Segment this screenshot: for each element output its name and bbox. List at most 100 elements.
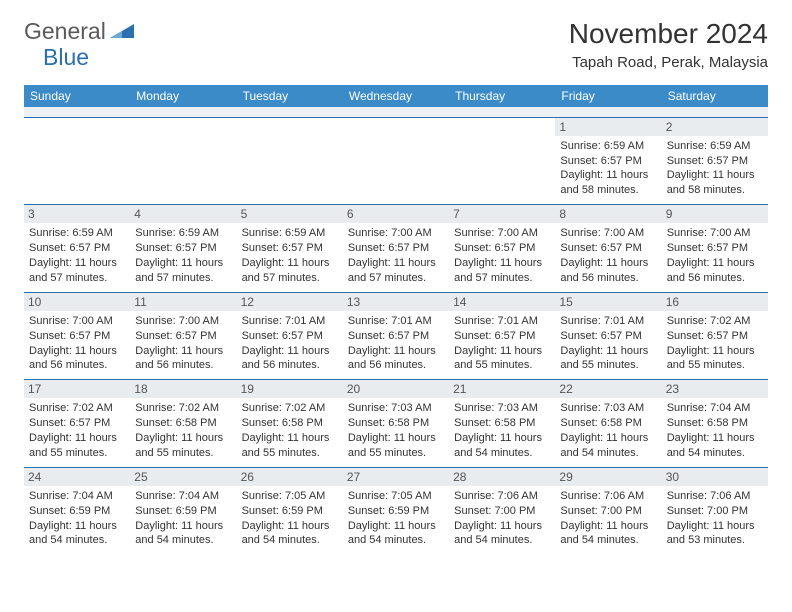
dow-thursday: Thursday (449, 85, 555, 107)
sunset-line: Sunset: 6:58 PM (454, 416, 550, 431)
day-cell: 7 Sunrise: 7:00 AMSunset: 6:57 PMDaylight… (449, 205, 555, 293)
daylight-line: Daylight: 11 hours and 54 minutes. (667, 431, 763, 461)
day-number: 11 (130, 293, 236, 311)
day-number: 4 (130, 205, 236, 223)
daylight-line: Daylight: 11 hours and 54 minutes. (560, 519, 656, 549)
location-text: Tapah Road, Perak, Malaysia (569, 54, 768, 71)
daylight-line: Daylight: 11 hours and 56 minutes. (29, 344, 125, 374)
day-cell: 22Sunrise: 7:03 AMSunset: 6:58 PMDayligh… (555, 380, 661, 468)
daylight-line: Daylight: 11 hours and 55 minutes. (560, 344, 656, 374)
sunset-line: Sunset: 7:00 PM (667, 504, 763, 519)
logo-part1: General (24, 18, 106, 45)
sunset-line: Sunset: 6:58 PM (560, 416, 656, 431)
day-number: 14 (449, 293, 555, 311)
sunset-line: Sunset: 6:57 PM (667, 241, 763, 256)
daylight-line: Daylight: 11 hours and 54 minutes. (135, 519, 231, 549)
sunrise-line: Sunrise: 7:03 AM (348, 401, 444, 416)
sunset-line: Sunset: 6:57 PM (454, 329, 550, 344)
daylight-line: Daylight: 11 hours and 54 minutes. (29, 519, 125, 549)
daylight-line: Daylight: 11 hours and 57 minutes. (454, 256, 550, 286)
day-number: 29 (555, 468, 661, 486)
sunset-line: Sunset: 6:57 PM (667, 154, 763, 169)
day-number: 15 (555, 293, 661, 311)
day-number: 20 (343, 380, 449, 398)
day-cell: 3 Sunrise: 6:59 AMSunset: 6:57 PMDaylight… (24, 205, 130, 293)
sunset-line: Sunset: 6:57 PM (135, 329, 231, 344)
day-of-week-row: Sunday Monday Tuesday Wednesday Thursday… (24, 85, 768, 107)
day-number: 25 (130, 468, 236, 486)
sunrise-line: Sunrise: 7:03 AM (454, 401, 550, 416)
daylight-line: Daylight: 11 hours and 56 minutes. (242, 344, 338, 374)
dow-friday: Friday (555, 85, 661, 107)
sunset-line: Sunset: 6:57 PM (454, 241, 550, 256)
day-number: 2 (662, 118, 768, 136)
title-block: November 2024 Tapah Road, Perak, Malaysi… (569, 18, 768, 71)
sunrise-line: Sunrise: 7:04 AM (29, 489, 125, 504)
logo-part2: Blue (43, 44, 89, 71)
day-cell: 28Sunrise: 7:06 AMSunset: 7:00 PMDayligh… (449, 467, 555, 554)
sunrise-line: Sunrise: 6:59 AM (29, 226, 125, 241)
dow-sunday: Sunday (24, 85, 130, 107)
sunrise-line: Sunrise: 7:03 AM (560, 401, 656, 416)
day-cell: 23 Sunrise: 7:04 AMSunset: 6:58 PMDayligh… (662, 380, 768, 468)
day-cell: 10Sunrise: 7:00 AMSunset: 6:57 PMDayligh… (24, 292, 130, 380)
day-number: 21 (449, 380, 555, 398)
day-cell: 18Sunrise: 7:02 AMSunset: 6:58 PMDayligh… (130, 380, 236, 468)
daylight-line: Daylight: 11 hours and 55 minutes. (348, 431, 444, 461)
day-number: 7 (449, 205, 555, 223)
sunrise-line: Sunrise: 7:01 AM (348, 314, 444, 329)
sunrise-line: Sunrise: 7:02 AM (29, 401, 125, 416)
day-number: 17 (24, 380, 130, 398)
daylight-line: Daylight: 11 hours and 55 minutes. (242, 431, 338, 461)
day-cell: 21Sunrise: 7:03 AMSunset: 6:58 PMDayligh… (449, 380, 555, 468)
day-number: 23 (662, 380, 768, 398)
day-cell: 19Sunrise: 7:02 AMSunset: 6:58 PMDayligh… (237, 380, 343, 468)
sunrise-line: Sunrise: 7:00 AM (454, 226, 550, 241)
daylight-line: Daylight: 11 hours and 57 minutes. (242, 256, 338, 286)
sunset-line: Sunset: 6:59 PM (242, 504, 338, 519)
day-cell: 4Sunrise: 6:59 AMSunset: 6:57 PMDaylight… (130, 205, 236, 293)
week-row: 17Sunrise: 7:02 AMSunset: 6:57 PMDayligh… (24, 380, 768, 468)
dow-saturday: Saturday (662, 85, 768, 107)
sunrise-line: Sunrise: 7:00 AM (348, 226, 444, 241)
day-cell (237, 117, 343, 205)
spacer-row (24, 107, 768, 117)
sunset-line: Sunset: 6:59 PM (135, 504, 231, 519)
sunset-line: Sunset: 7:00 PM (560, 504, 656, 519)
daylight-line: Daylight: 11 hours and 55 minutes. (29, 431, 125, 461)
day-number: 24 (24, 468, 130, 486)
day-cell: 13Sunrise: 7:01 AMSunset: 6:57 PMDayligh… (343, 292, 449, 380)
daylight-line: Daylight: 11 hours and 57 minutes. (29, 256, 125, 286)
week-row: 24Sunrise: 7:04 AMSunset: 6:59 PMDayligh… (24, 467, 768, 554)
day-cell: 6Sunrise: 7:00 AMSunset: 6:57 PMDaylight… (343, 205, 449, 293)
day-number: 16 (662, 293, 768, 311)
sunset-line: Sunset: 6:57 PM (29, 241, 125, 256)
day-cell: 1Sunrise: 6:59 AMSunset: 6:57 PMDaylight… (555, 117, 661, 205)
day-number: 6 (343, 205, 449, 223)
sunrise-line: Sunrise: 7:05 AM (242, 489, 338, 504)
day-number: 28 (449, 468, 555, 486)
sunset-line: Sunset: 6:59 PM (348, 504, 444, 519)
sunset-line: Sunset: 6:58 PM (667, 416, 763, 431)
day-cell: 29Sunrise: 7:06 AMSunset: 7:00 PMDayligh… (555, 467, 661, 554)
day-number: 5 (237, 205, 343, 223)
sunset-line: Sunset: 6:57 PM (560, 154, 656, 169)
week-row: 1Sunrise: 6:59 AMSunset: 6:57 PMDaylight… (24, 117, 768, 205)
day-number: 12 (237, 293, 343, 311)
day-number: 10 (24, 293, 130, 311)
week-row: 10Sunrise: 7:00 AMSunset: 6:57 PMDayligh… (24, 292, 768, 380)
sunset-line: Sunset: 7:00 PM (454, 504, 550, 519)
day-cell: 27Sunrise: 7:05 AMSunset: 6:59 PMDayligh… (343, 467, 449, 554)
day-cell: 12Sunrise: 7:01 AMSunset: 6:57 PMDayligh… (237, 292, 343, 380)
sunrise-line: Sunrise: 6:59 AM (667, 139, 763, 154)
sunrise-line: Sunrise: 7:00 AM (667, 226, 763, 241)
dow-tuesday: Tuesday (237, 85, 343, 107)
day-cell: 16Sunrise: 7:02 AMSunset: 6:57 PMDayligh… (662, 292, 768, 380)
sunrise-line: Sunrise: 7:02 AM (242, 401, 338, 416)
month-title: November 2024 (569, 18, 768, 50)
daylight-line: Daylight: 11 hours and 54 minutes. (242, 519, 338, 549)
day-number: 3 (24, 205, 130, 223)
sunrise-line: Sunrise: 7:04 AM (667, 401, 763, 416)
sunset-line: Sunset: 6:57 PM (348, 241, 444, 256)
sunset-line: Sunset: 6:57 PM (242, 241, 338, 256)
